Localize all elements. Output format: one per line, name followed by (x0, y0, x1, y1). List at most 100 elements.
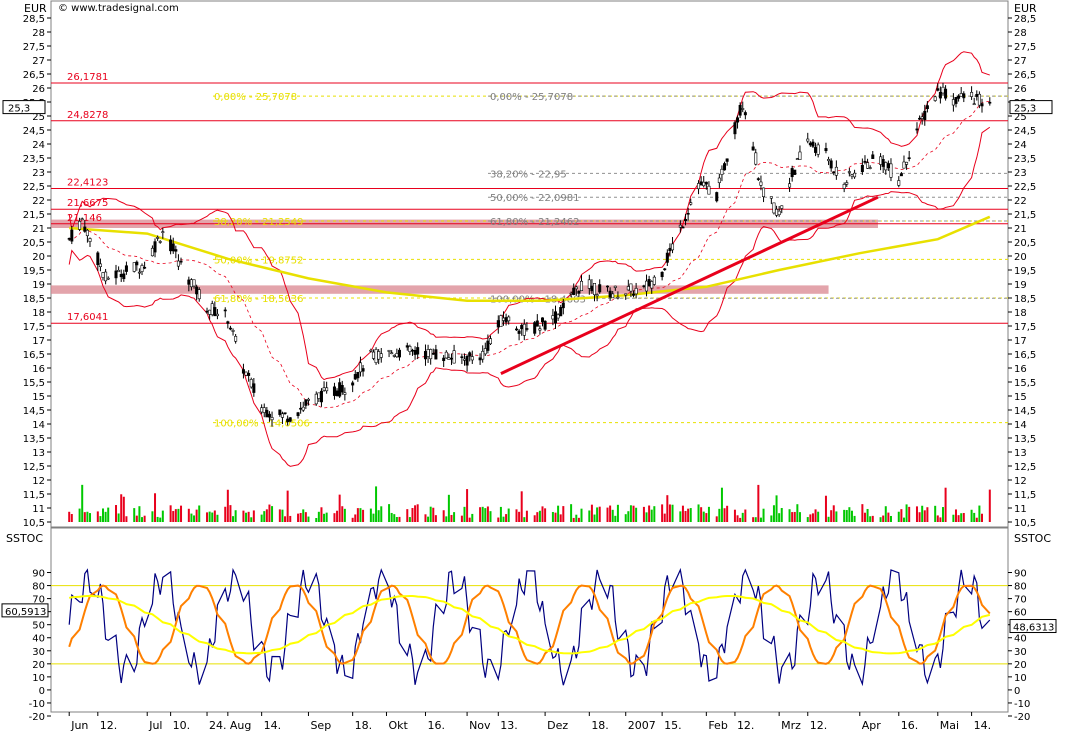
volume-bar (317, 511, 320, 522)
price-candles (67, 82, 992, 427)
volume-bar (861, 504, 864, 522)
y-tick-label-right: 20 (1014, 252, 1027, 263)
osc-tick-label-left: -10 (29, 699, 45, 710)
volume-bar (866, 508, 869, 522)
y-tick-label-left: 14,5 (23, 406, 45, 417)
candle-body (806, 138, 810, 142)
volume-bar (939, 517, 942, 522)
candle-body (613, 285, 617, 288)
band-lower (68, 126, 991, 467)
candle-body (665, 252, 669, 263)
osc-tick-label-right: -10 (1014, 699, 1030, 710)
y-tick-label-right: 28,5 (1014, 14, 1036, 25)
y-tick-label-left: 15 (32, 392, 45, 403)
osc-tick-label-left: 50 (32, 621, 45, 632)
volume-bar (562, 506, 565, 522)
candle-body (470, 356, 474, 361)
candle-body (587, 279, 591, 289)
candle-body (842, 184, 846, 189)
candle-body (925, 105, 929, 110)
candle-body (977, 93, 981, 106)
volume-bar (499, 506, 502, 522)
volume-bar (351, 517, 354, 522)
candle-body (561, 302, 565, 309)
y-tick-label-left: 23 (32, 168, 45, 179)
y-tick-label-left: 24,5 (23, 126, 45, 137)
candle-body (444, 351, 448, 359)
y-tick-label-left: 27 (32, 56, 45, 67)
volume-bar (429, 506, 432, 522)
x-tick-label: 16. (901, 719, 919, 732)
candle-body (85, 229, 89, 237)
y-tick-label-right: 12 (1014, 476, 1027, 487)
candle-body (772, 202, 776, 214)
volume-bar (645, 512, 648, 522)
candle-body (153, 241, 157, 253)
volume-bar (226, 489, 229, 522)
level-label: 17,6041 (67, 312, 108, 323)
candle-body (642, 285, 646, 288)
candle-body (678, 224, 682, 228)
volume-bar (736, 515, 739, 522)
y-tick-label-right: 28 (1014, 28, 1027, 39)
y-tick-label-right: 17 (1014, 336, 1027, 347)
volume-bar (575, 514, 578, 522)
volume-bar (304, 512, 307, 522)
candle-body (915, 128, 919, 131)
candle-body (827, 159, 831, 162)
level-label: 21,6675 (67, 198, 108, 209)
candle-body (104, 271, 108, 282)
candle-body (226, 321, 230, 324)
volume-bar (156, 516, 159, 522)
volume-bar (299, 512, 302, 522)
candle-body (574, 286, 578, 290)
candle-body (853, 172, 857, 178)
volume-bar (598, 506, 601, 522)
volume-bar (315, 517, 318, 522)
volume-bar (720, 487, 723, 522)
candle-body (543, 320, 547, 330)
candle-body (866, 162, 870, 169)
volume-bar (863, 512, 866, 522)
y-tick-label-left: 25 (32, 112, 45, 123)
osc-tick-label-left: -20 (29, 712, 45, 723)
candle-body (756, 178, 760, 180)
current-price-label: 25,3 (1014, 104, 1036, 115)
candle-body (975, 94, 979, 97)
osc-tick-label-left: 10 (32, 673, 45, 684)
candle-body (504, 317, 508, 323)
candle-body (338, 382, 342, 397)
x-tick-label: 14. (264, 719, 282, 732)
volume-bar (70, 514, 73, 522)
volume-bar (752, 517, 755, 522)
volume-bar (848, 507, 851, 522)
candle-body (720, 168, 724, 175)
candle-body (408, 346, 412, 352)
volume-bar (798, 512, 801, 522)
volume-bar (666, 495, 669, 522)
osc-tick-label-left: 20 (32, 660, 45, 671)
currency-label-right: EUR (1014, 2, 1037, 15)
volume-bar (265, 509, 268, 522)
fib-label: 61,80% - 18,5036 (214, 294, 303, 305)
volume-bar (871, 515, 874, 522)
candle-body (847, 171, 851, 173)
volume-bar (484, 508, 487, 522)
y-tick-label-left: 11,5 (23, 490, 45, 501)
candle-body (577, 290, 581, 294)
candle-body (551, 315, 555, 320)
y-tick-label-right: 15,5 (1014, 378, 1036, 389)
osc-signal-line (68, 584, 991, 665)
candle-body (954, 97, 958, 104)
candle-body (733, 122, 737, 135)
candle-body (197, 289, 201, 300)
volume-bar (832, 505, 835, 522)
candle-body (496, 320, 500, 328)
candle-body (972, 103, 976, 106)
volume-bar (593, 514, 596, 522)
candle-body (616, 296, 620, 299)
volume-bar (538, 510, 541, 522)
candle-body (647, 279, 651, 287)
volume-bar (557, 505, 560, 522)
candle-body (868, 167, 872, 169)
